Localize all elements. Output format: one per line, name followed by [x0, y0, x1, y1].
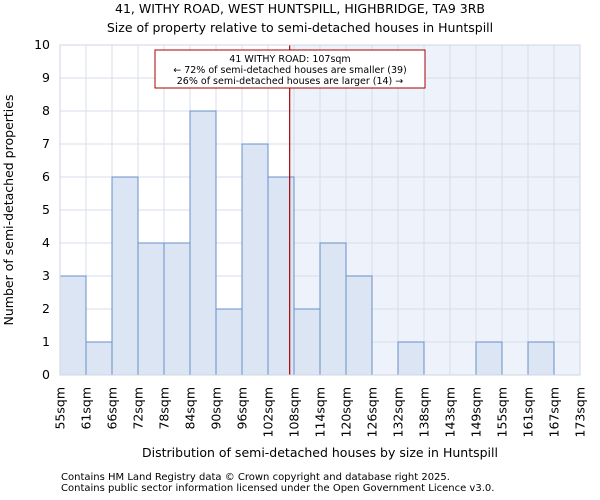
annotation-smaller: ← 72% of semi-detached houses are smalle…: [173, 65, 407, 76]
histogram-bar: [111, 176, 139, 376]
x-tick-label: 114sqm: [313, 387, 328, 437]
x-tick-label: 61sqm: [79, 387, 94, 430]
y-tick-label: 2: [42, 301, 50, 316]
x-tick-label: 143sqm: [443, 387, 458, 437]
x-tick-label: 161sqm: [521, 387, 536, 437]
histogram-bar: [189, 110, 217, 376]
y-tick-label: 9: [42, 70, 50, 85]
annotation-larger: 26% of semi-detached houses are larger (…: [177, 76, 404, 87]
x-tick-label: 132sqm: [391, 387, 406, 437]
x-tick-label: 120sqm: [339, 387, 354, 437]
plot-frame: [59, 44, 581, 376]
x-tick-label: 108sqm: [287, 387, 302, 437]
histogram-bar: [345, 275, 373, 376]
y-tick-label: 0: [42, 367, 50, 382]
histogram-bar: [59, 275, 87, 376]
y-tick-label: 7: [42, 136, 50, 151]
histogram-bar: [241, 143, 269, 376]
x-tick-label: 78sqm: [157, 387, 172, 430]
annotation-title: 41 WITHY ROAD: 107sqm: [229, 54, 350, 65]
x-tick-label: 155sqm: [495, 387, 510, 437]
y-axis-ticks: 0 1 2 3 4 5 6 7 8 9 10: [34, 37, 50, 382]
x-tick-label: 72sqm: [131, 387, 146, 430]
y-tick-label: 4: [42, 235, 50, 250]
x-tick-label: 96sqm: [235, 387, 250, 430]
y-tick-label: 1: [42, 334, 50, 349]
y-tick-label: 6: [42, 169, 50, 184]
x-tick-label: 138sqm: [417, 387, 432, 437]
x-tick-label: 102sqm: [261, 387, 276, 437]
histogram-bar: [85, 341, 113, 376]
histogram-bar: [293, 308, 321, 376]
histogram-bar: [397, 341, 425, 376]
footer-copyright: Contains HM Land Registry data © Crown c…: [61, 472, 450, 483]
y-tick-label: 8: [42, 103, 50, 118]
x-tick-label: 126sqm: [365, 387, 380, 437]
y-tick-label: 10: [34, 37, 50, 52]
x-tick-label: 90sqm: [209, 387, 224, 430]
y-tick-label: 3: [42, 268, 50, 283]
x-tick-label: 173sqm: [573, 387, 588, 437]
x-tick-label: 66sqm: [105, 387, 120, 430]
chart-subtitle: Size of property relative to semi-detach…: [107, 20, 493, 35]
histogram-bar: [215, 308, 243, 376]
histogram-bar: [319, 242, 347, 376]
histogram-bar: [137, 242, 165, 376]
x-tick-label: 167sqm: [547, 387, 562, 437]
annotation-box: [154, 49, 426, 89]
histogram-bar: [163, 242, 191, 376]
x-tick-label: 84sqm: [183, 387, 198, 430]
x-axis-ticks: 55sqm 61sqm 66sqm 72sqm 78sqm 84sqm 90sqm 96sqm…: [53, 387, 588, 437]
y-tick-label: 5: [42, 202, 50, 217]
chart-title: 41, WITHY ROAD, WEST HUNTSPILL, HIGHBRID…: [115, 1, 485, 16]
bars: [59, 110, 555, 376]
x-axis-label: Distribution of semi-detached houses by …: [142, 445, 498, 460]
histogram-bar: [527, 341, 555, 376]
footer-licence: Contains public sector information licen…: [61, 483, 495, 494]
histogram-bar: [475, 341, 503, 376]
y-axis-label: Number of semi-detached properties: [1, 95, 16, 326]
x-tick-label: 149sqm: [469, 387, 484, 437]
x-tick-label: 55sqm: [53, 387, 68, 430]
